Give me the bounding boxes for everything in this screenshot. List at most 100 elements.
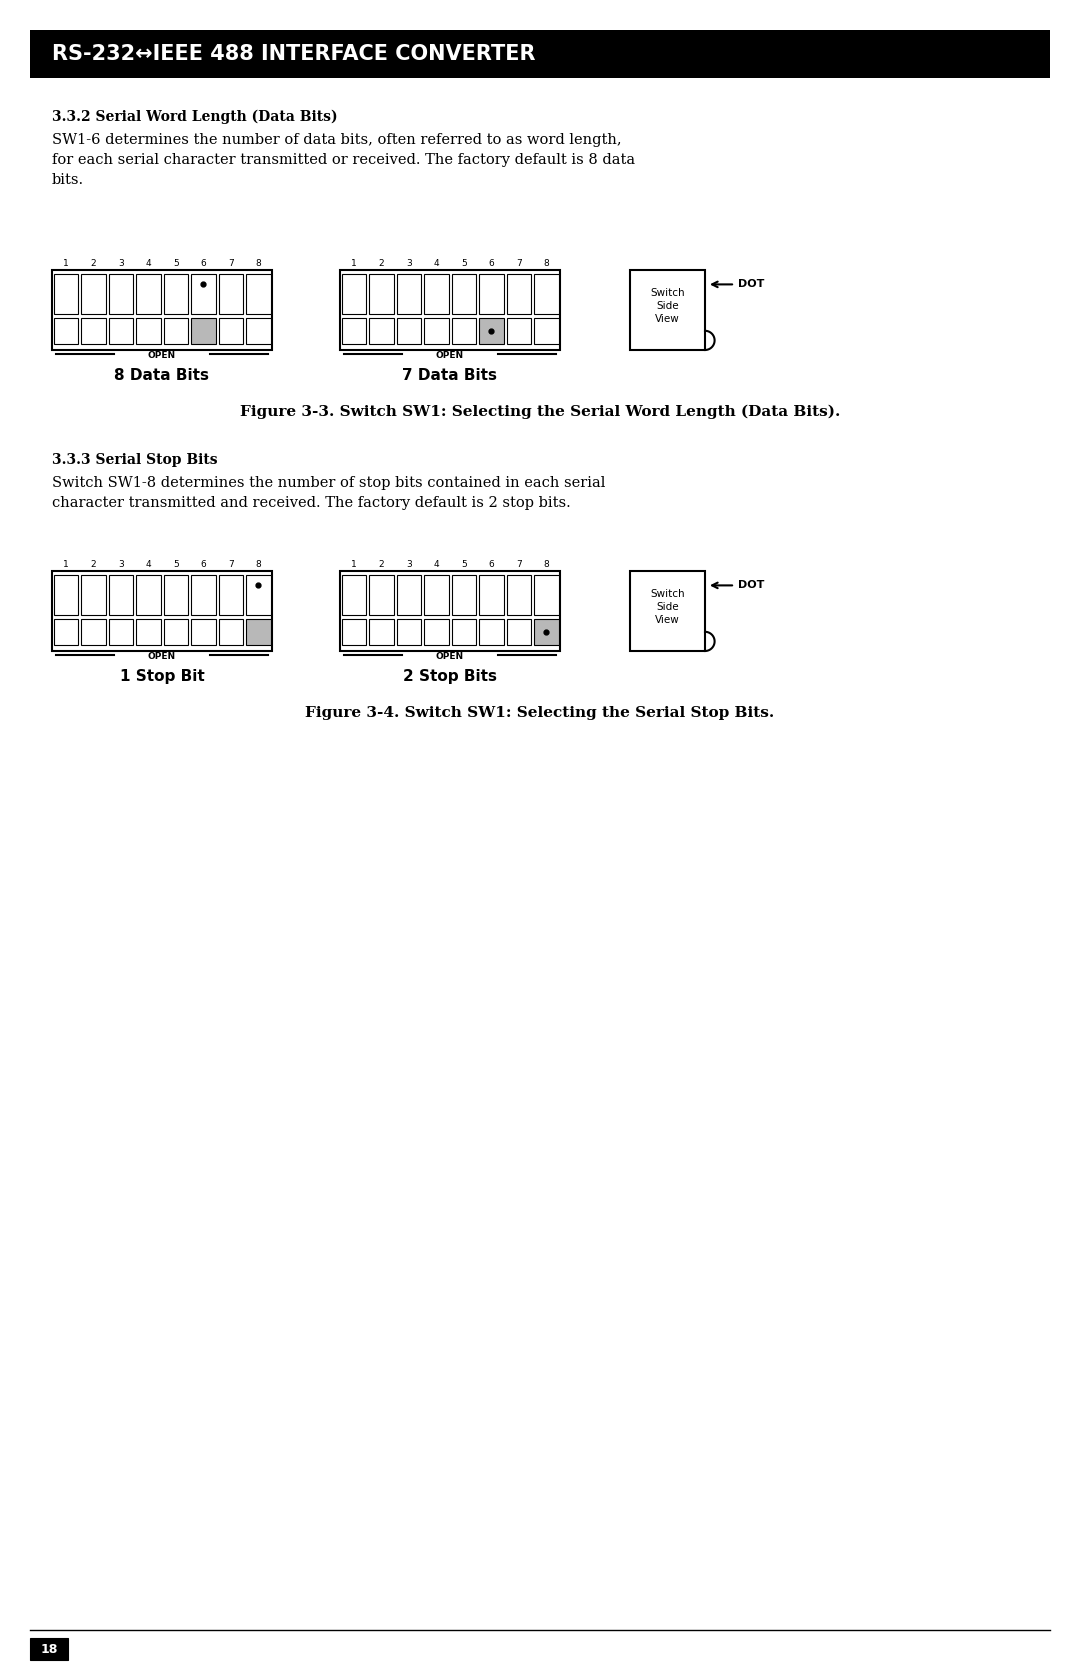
- Bar: [341, 274, 366, 314]
- Bar: [246, 576, 270, 614]
- Text: OPEN: OPEN: [436, 653, 464, 661]
- Bar: [341, 576, 366, 614]
- Text: 7: 7: [516, 259, 522, 269]
- Text: OPEN: OPEN: [148, 350, 176, 361]
- Bar: [507, 619, 531, 644]
- Text: 5: 5: [461, 259, 467, 269]
- Text: 8: 8: [255, 561, 261, 569]
- Text: SW1-6 determines the number of data bits, often referred to as word length,
for : SW1-6 determines the number of data bits…: [52, 134, 635, 187]
- Text: 8 Data Bits: 8 Data Bits: [114, 367, 210, 382]
- Text: 2: 2: [378, 259, 384, 269]
- Bar: [480, 619, 503, 644]
- Bar: [507, 576, 531, 614]
- Bar: [396, 619, 421, 644]
- Text: 5: 5: [461, 561, 467, 569]
- Bar: [246, 319, 270, 344]
- Text: 3.3.2 Serial Word Length (Data Bits): 3.3.2 Serial Word Length (Data Bits): [52, 110, 338, 125]
- Bar: [191, 576, 216, 614]
- Text: 1: 1: [63, 259, 69, 269]
- Text: 3: 3: [406, 259, 411, 269]
- Text: 6: 6: [201, 561, 206, 569]
- Text: Switch
Side
View: Switch Side View: [650, 287, 685, 324]
- Bar: [218, 619, 243, 644]
- Bar: [191, 619, 216, 644]
- Bar: [136, 319, 161, 344]
- Bar: [369, 576, 393, 614]
- Bar: [451, 319, 476, 344]
- Text: 4: 4: [146, 259, 151, 269]
- Bar: [163, 319, 188, 344]
- Text: 7 Data Bits: 7 Data Bits: [403, 367, 498, 382]
- Text: 4: 4: [433, 259, 440, 269]
- Bar: [246, 274, 270, 314]
- Bar: [534, 319, 558, 344]
- Text: 3: 3: [118, 561, 123, 569]
- Bar: [163, 274, 188, 314]
- Text: Switch SW1-8 determines the number of stop bits contained in each serial
charact: Switch SW1-8 determines the number of st…: [52, 476, 606, 511]
- Bar: [396, 319, 421, 344]
- Bar: [52, 270, 272, 350]
- Bar: [191, 319, 216, 344]
- Bar: [630, 571, 705, 651]
- Bar: [341, 619, 366, 644]
- Bar: [480, 576, 503, 614]
- Text: 1 Stop Bit: 1 Stop Bit: [120, 669, 204, 684]
- Text: Figure 3-4. Switch SW1: Selecting the Serial Stop Bits.: Figure 3-4. Switch SW1: Selecting the Se…: [306, 706, 774, 719]
- Bar: [54, 619, 78, 644]
- Bar: [218, 274, 243, 314]
- Bar: [369, 274, 393, 314]
- Text: 2 Stop Bits: 2 Stop Bits: [403, 669, 497, 684]
- Bar: [30, 30, 1050, 78]
- Bar: [424, 576, 448, 614]
- Bar: [480, 319, 503, 344]
- Bar: [369, 619, 393, 644]
- Bar: [136, 576, 161, 614]
- Text: RS-232↔IEEE 488 INTERFACE CONVERTER: RS-232↔IEEE 488 INTERFACE CONVERTER: [52, 43, 536, 63]
- Bar: [507, 319, 531, 344]
- Text: 2: 2: [91, 259, 96, 269]
- Bar: [424, 619, 448, 644]
- Text: 1: 1: [351, 561, 356, 569]
- Text: 7: 7: [228, 259, 233, 269]
- Text: 2: 2: [378, 561, 384, 569]
- Text: OPEN: OPEN: [148, 653, 176, 661]
- Text: DOT: DOT: [738, 279, 765, 289]
- Bar: [108, 319, 133, 344]
- Bar: [108, 274, 133, 314]
- Text: 1: 1: [63, 561, 69, 569]
- Bar: [81, 319, 106, 344]
- Text: 3: 3: [406, 561, 411, 569]
- Text: 8: 8: [543, 259, 549, 269]
- Bar: [451, 619, 476, 644]
- Bar: [424, 274, 448, 314]
- Bar: [54, 576, 78, 614]
- Bar: [136, 274, 161, 314]
- Bar: [340, 270, 561, 350]
- Bar: [396, 576, 421, 614]
- Bar: [480, 274, 503, 314]
- Bar: [54, 274, 78, 314]
- Bar: [163, 576, 188, 614]
- Text: Figure 3-3. Switch SW1: Selecting the Serial Word Length (Data Bits).: Figure 3-3. Switch SW1: Selecting the Se…: [240, 406, 840, 419]
- Bar: [191, 274, 216, 314]
- Bar: [424, 319, 448, 344]
- Bar: [340, 571, 561, 651]
- Text: 5: 5: [173, 259, 178, 269]
- Bar: [451, 576, 476, 614]
- Bar: [30, 1637, 68, 1661]
- Text: 18: 18: [40, 1642, 57, 1656]
- Bar: [534, 576, 558, 614]
- Text: DOT: DOT: [738, 581, 765, 591]
- Bar: [218, 319, 243, 344]
- Text: 5: 5: [173, 561, 178, 569]
- Text: 7: 7: [228, 561, 233, 569]
- Bar: [108, 619, 133, 644]
- Text: 4: 4: [146, 561, 151, 569]
- Text: 6: 6: [488, 561, 495, 569]
- Bar: [52, 571, 272, 651]
- Bar: [451, 274, 476, 314]
- Text: 6: 6: [488, 259, 495, 269]
- Text: OPEN: OPEN: [436, 350, 464, 361]
- Bar: [341, 319, 366, 344]
- Bar: [81, 576, 106, 614]
